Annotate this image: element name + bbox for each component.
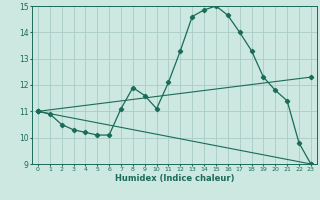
X-axis label: Humidex (Indice chaleur): Humidex (Indice chaleur)	[115, 174, 234, 183]
